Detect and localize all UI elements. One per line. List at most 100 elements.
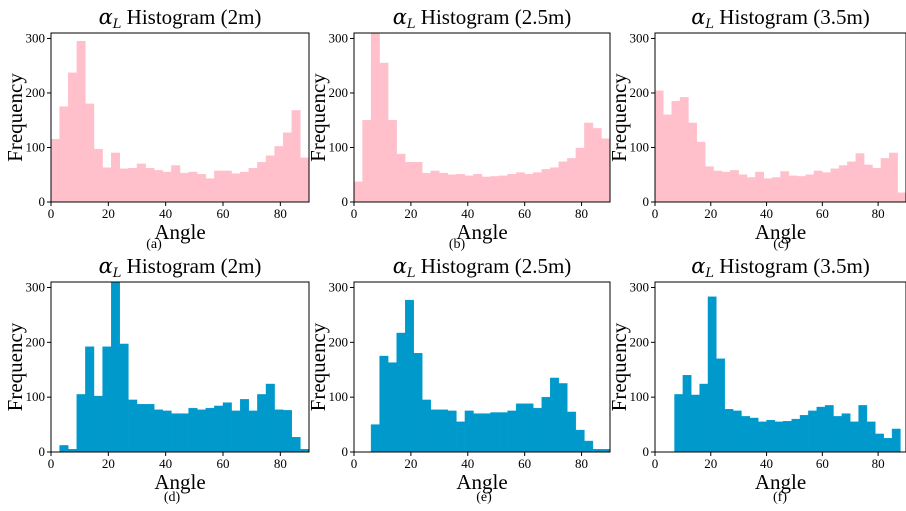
histogram-bar (705, 166, 714, 203)
histogram-bar (507, 410, 517, 453)
histogram-bar (85, 346, 95, 453)
chart-title: αL Histogram (2.5m) (393, 5, 572, 32)
histogram-bar (567, 158, 577, 203)
histogram-bar (456, 421, 466, 453)
x-tick-label: 80 (872, 206, 885, 221)
chart-title: αL Histogram (3.5m) (691, 254, 870, 281)
panel-caption: (a) (146, 237, 162, 252)
y-tick-label: 0 (643, 444, 650, 459)
histogram-bar (59, 445, 69, 453)
histogram-bar (663, 114, 672, 203)
histogram-bar (353, 181, 363, 203)
histogram-bar (788, 175, 798, 203)
histogram-bar (797, 176, 806, 203)
histogram-bar (179, 172, 189, 203)
histogram-bar (507, 173, 517, 203)
histogram-bar (422, 172, 431, 203)
histogram-bar (283, 410, 293, 453)
histogram-bar (671, 100, 681, 203)
plot-frame (654, 32, 906, 203)
histogram-bar (265, 155, 275, 203)
histogram-bar (67, 72, 77, 203)
y-tick-label: 200 (630, 85, 650, 100)
histogram-bar (481, 176, 491, 203)
histogram-bar (119, 168, 129, 203)
histogram-bar (541, 169, 551, 203)
histogram-bar (533, 172, 542, 203)
histogram-bar (515, 403, 525, 453)
y-axis-label: Frequency (3, 322, 27, 411)
histogram-bar (274, 146, 284, 203)
y-tick-label: 300 (26, 30, 46, 45)
histogram-bar (850, 421, 859, 453)
histogram-bar (300, 157, 310, 203)
plot-frame (353, 281, 611, 453)
histogram-bar (524, 403, 534, 453)
histogram-bar (370, 32, 380, 203)
x-tick-label: 20 (102, 206, 115, 221)
histogram-bar (379, 355, 389, 453)
x-axis-label: Angle (456, 470, 507, 494)
histogram-bar (875, 433, 884, 453)
y-tick-label: 0 (342, 194, 349, 209)
histogram-bar (50, 139, 60, 203)
histogram-bar (413, 353, 423, 453)
histogram-bar (741, 416, 751, 453)
chart-panel-6: 0 20 40 60 80 0 100 200 300 αL Histogram (3.5m) An… (607, 254, 906, 505)
chart-panel-2: 0 20 40 60 80 0 100 200 300 αL Histogram (2.5m) An… (306, 5, 611, 252)
histogram-bar (858, 405, 868, 453)
y-axis-label: Frequency (607, 73, 631, 162)
histogram-bar (724, 409, 734, 453)
histogram-bar (707, 296, 717, 453)
x-tick-label: 60 (518, 206, 531, 221)
x-tick-label: 20 (102, 456, 115, 471)
histogram-bar (791, 418, 801, 453)
x-tick-label: 60 (217, 206, 230, 221)
x-tick-label: 40 (461, 456, 474, 471)
histogram-bar (674, 394, 684, 453)
histogram-bar (153, 170, 163, 203)
histogram-bar (76, 394, 86, 453)
histogram-bar (575, 147, 585, 203)
histogram-bar (824, 405, 834, 453)
histogram-bar (813, 170, 823, 203)
plot-frame (353, 32, 611, 203)
histogram-bar (422, 399, 431, 453)
histogram-bar (222, 402, 232, 453)
histogram-bar (780, 171, 790, 203)
histogram-bar (396, 332, 406, 453)
histogram-bar (171, 413, 181, 453)
x-tick-label: 80 (274, 456, 287, 471)
histogram-bar (430, 409, 440, 453)
y-tick-label: 100 (630, 389, 650, 404)
histogram-bar (838, 165, 848, 203)
histogram-bar (575, 429, 585, 453)
y-tick-label: 0 (39, 444, 46, 459)
histogram-bar (880, 158, 890, 203)
x-axis-label: Angle (154, 220, 205, 244)
histogram-bar (405, 299, 414, 453)
histogram-bar (872, 167, 882, 203)
x-tick-label: 40 (760, 456, 773, 471)
x-tick-label: 0 (48, 456, 55, 471)
histogram-bar (691, 394, 700, 453)
histogram-bar (889, 152, 898, 203)
histogram-bar (162, 410, 172, 453)
histogram-bar (808, 410, 817, 453)
histogram-bar (822, 172, 831, 203)
histogram-bar (447, 174, 457, 203)
y-tick-label: 0 (39, 194, 46, 209)
y-axis-label: Frequency (306, 73, 330, 162)
x-tick-label: 20 (404, 456, 417, 471)
histogram-bar (214, 170, 224, 203)
histogram-bar (473, 173, 483, 203)
histogram-bar (222, 170, 232, 203)
histogram-bar (771, 177, 781, 203)
histogram-bar (696, 141, 706, 203)
histogram-bar (153, 409, 163, 453)
chart-title: αL Histogram (3.5m) (691, 5, 870, 32)
x-tick-label: 60 (217, 456, 230, 471)
histogram-bar (490, 176, 500, 203)
histogram-bar (805, 174, 815, 203)
histogram-bar (766, 419, 776, 453)
